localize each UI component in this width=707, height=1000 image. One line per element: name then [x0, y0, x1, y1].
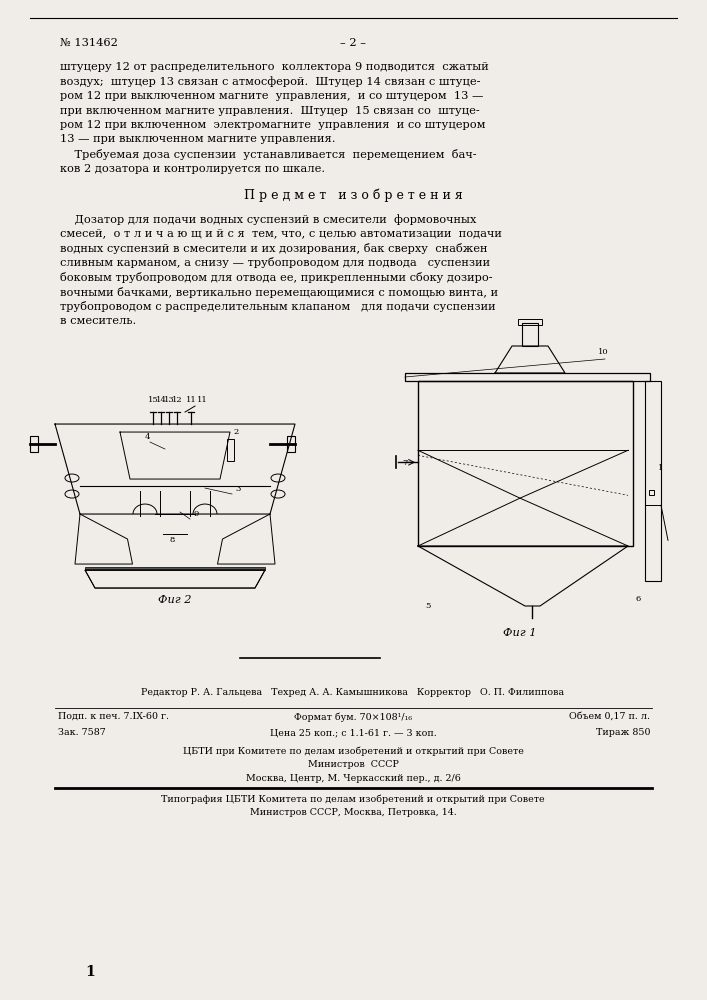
- Text: в смеситель.: в смеситель.: [60, 316, 136, 326]
- Text: 11: 11: [197, 396, 208, 404]
- Text: 9: 9: [193, 510, 199, 518]
- Bar: [649, 490, 654, 495]
- Text: № 131462: № 131462: [60, 38, 118, 48]
- Text: П р е д м е т   и з о б р е т е н и я: П р е д м е т и з о б р е т е н и я: [244, 188, 462, 202]
- Text: сливным карманом, а снизу — трубопроводом для подвода   суспензии: сливным карманом, а снизу — трубопроводо…: [60, 257, 490, 268]
- Bar: [227, 439, 234, 461]
- Text: Москва, Центр, М. Черкасский пер., д. 2/6: Москва, Центр, М. Черкасский пер., д. 2/…: [245, 774, 460, 783]
- Text: Министров СССР, Москва, Петровка, 14.: Министров СССР, Москва, Петровка, 14.: [250, 808, 457, 817]
- Bar: [405, 373, 650, 381]
- Text: 3: 3: [235, 485, 240, 493]
- Text: – 2 –: – 2 –: [340, 38, 366, 48]
- Text: 13: 13: [163, 396, 175, 404]
- Text: 1: 1: [658, 464, 663, 472]
- Text: 5: 5: [425, 602, 431, 610]
- Text: 13 — при выключенном магните управления.: 13 — при выключенном магните управления.: [60, 134, 336, 144]
- Text: ков 2 дозатора и контролируется по шкале.: ков 2 дозатора и контролируется по шкале…: [60, 163, 325, 174]
- Text: Типография ЦБТИ Комитета по делам изобретений и открытий при Совете: Типография ЦБТИ Комитета по делам изобре…: [161, 794, 545, 804]
- Text: Редактор Р. А. Гальцева   Техред А. А. Камышникова   Корректор   О. П. Филиппова: Редактор Р. А. Гальцева Техред А. А. Кам…: [141, 688, 565, 697]
- Bar: [518, 319, 542, 325]
- Text: 6: 6: [636, 595, 641, 603]
- Text: Объем 0,17 п. л.: Объем 0,17 п. л.: [569, 712, 650, 721]
- Text: Фиг 2: Фиг 2: [158, 595, 192, 605]
- Text: вочными бачками, вертикально перемещающимися с помощью винта, и: вочными бачками, вертикально перемещающи…: [60, 286, 498, 298]
- Text: Цена 25 коп.; с 1.1-61 г. — 3 коп.: Цена 25 коп.; с 1.1-61 г. — 3 коп.: [269, 728, 436, 737]
- Bar: [645, 381, 661, 581]
- Bar: [30, 436, 38, 452]
- Text: Министров  СССР: Министров СССР: [308, 760, 399, 769]
- Text: Требуемая доза суспензии  устанавливается  перемещением  бач-: Требуемая доза суспензии устанавливается…: [60, 149, 477, 160]
- Text: водных суспензий в смесители и их дозирования, бак сверху  снабжен: водных суспензий в смесители и их дозиро…: [60, 243, 488, 254]
- Text: ром 12 при выключенном магните  управления,  и со штуцером  13 —: ром 12 при выключенном магните управлени…: [60, 91, 484, 101]
- Text: 15: 15: [148, 396, 158, 404]
- Text: трубопроводом с распределительным клапаном   для подачи суспензии: трубопроводом с распределительным клапан…: [60, 301, 496, 312]
- Text: 4: 4: [145, 433, 151, 441]
- Text: ЦБТИ при Комитете по делам изобретений и открытий при Совете: ЦБТИ при Комитете по делам изобретений и…: [182, 746, 523, 756]
- Text: 10: 10: [598, 348, 609, 356]
- Text: 7: 7: [402, 459, 407, 467]
- Text: Тираж 850: Тираж 850: [595, 728, 650, 737]
- Text: Формат бум. 70×108¹/₁₆: Формат бум. 70×108¹/₁₆: [294, 712, 412, 722]
- Text: ром 12 при включенном  электромагните  управления  и со штуцером: ром 12 при включенном электромагните упр…: [60, 120, 486, 130]
- Text: Подп. к печ. 7.IX-60 г.: Подп. к печ. 7.IX-60 г.: [58, 712, 169, 721]
- Text: 2: 2: [233, 428, 238, 436]
- Text: 11: 11: [186, 396, 197, 404]
- Text: при включенном магните управления.  Штуцер  15 связан со  штуце-: при включенном магните управления. Штуце…: [60, 105, 480, 115]
- Text: штуцеру 12 от распределительного  коллектора 9 подводится  сжатый: штуцеру 12 от распределительного коллект…: [60, 62, 489, 72]
- Text: Дозатор для подачи водных суспензий в смесители  формовочных: Дозатор для подачи водных суспензий в см…: [60, 214, 477, 225]
- Text: боковым трубопроводом для отвода ее, прикрепленными сбоку дозиро-: боковым трубопроводом для отвода ее, при…: [60, 272, 493, 283]
- Text: Фиг 1: Фиг 1: [503, 628, 537, 638]
- Text: 14: 14: [156, 396, 166, 404]
- Bar: [287, 436, 295, 452]
- Bar: [522, 323, 538, 346]
- Text: Зак. 7587: Зак. 7587: [58, 728, 106, 737]
- Bar: [85, 567, 265, 570]
- Text: 12: 12: [172, 396, 182, 404]
- Text: воздух;  штуцер 13 связан с атмосферой.  Штуцер 14 связан с штуце-: воздух; штуцер 13 связан с атмосферой. Ш…: [60, 77, 481, 87]
- Text: 8: 8: [170, 536, 175, 544]
- Text: смесей,  о т л и ч а ю щ и й с я  тем, что, с целью автоматизации  подачи: смесей, о т л и ч а ю щ и й с я тем, что…: [60, 229, 502, 238]
- Text: 1: 1: [85, 965, 95, 979]
- Bar: [418, 381, 633, 546]
